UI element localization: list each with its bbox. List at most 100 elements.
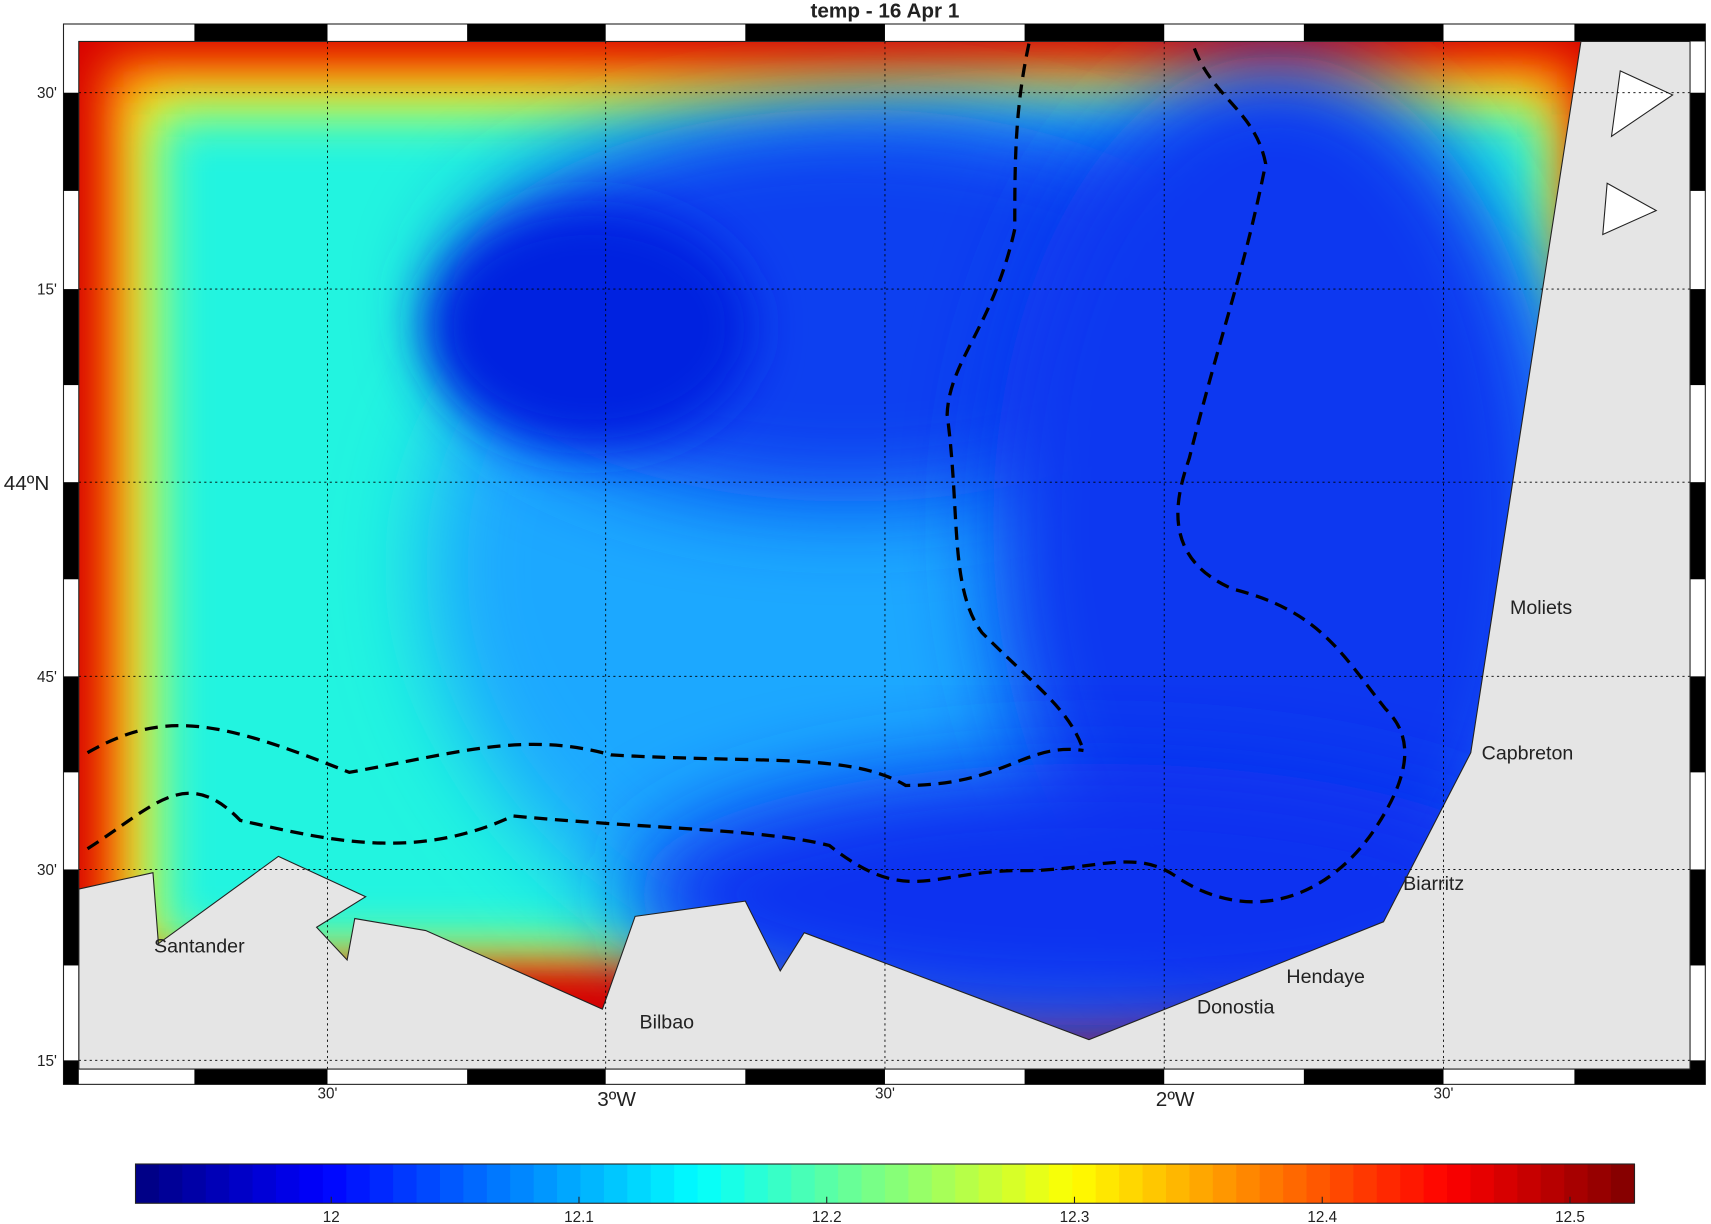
colorbar-swatch [463, 1164, 488, 1204]
colorbar-swatch [1306, 1164, 1331, 1204]
temperature-field [78, 41, 1691, 1070]
border-seg [63, 676, 79, 773]
lon-label: 2ºW [1156, 1088, 1195, 1111]
colorbar-swatch [838, 1164, 863, 1204]
colorbar-tick-label: 12.4 [1307, 1209, 1337, 1224]
colorbar-swatch [1236, 1164, 1261, 1204]
border-seg [63, 869, 79, 966]
colorbar-swatch [1540, 1164, 1565, 1204]
title: temp - 16 Apr 1 [811, 0, 960, 22]
colorbar-swatch [510, 1164, 535, 1204]
colorbar-swatch [1564, 1164, 1589, 1204]
colorbar-swatch [697, 1164, 722, 1204]
lon-label: 30' [1434, 1086, 1454, 1103]
colorbar-swatch [767, 1164, 792, 1204]
colorbar-swatch [1283, 1164, 1308, 1204]
colorbar-swatch [1189, 1164, 1214, 1204]
colorbar-swatch [1119, 1164, 1144, 1204]
colorbar-swatch [416, 1164, 441, 1204]
border-seg [63, 482, 79, 580]
colorbar-tick-label: 12 [323, 1209, 340, 1224]
border-seg [1574, 24, 1706, 42]
border-seg [63, 1060, 79, 1085]
colorbar-swatch [252, 1164, 277, 1204]
colorbar-swatch [299, 1164, 324, 1204]
place-label: Biarritz [1403, 873, 1464, 895]
border-seg [1024, 24, 1165, 42]
colorbar-swatch [1072, 1164, 1097, 1204]
colorbar-swatch [791, 1164, 816, 1204]
lon-label: 30' [875, 1086, 895, 1103]
colorbar-tick-label: 12.1 [564, 1209, 594, 1224]
colorbar-swatch [182, 1164, 207, 1204]
border-seg [467, 24, 606, 42]
border-seg [1690, 482, 1706, 580]
colorbar-swatch [486, 1164, 511, 1204]
colorbar-swatch [1212, 1164, 1237, 1204]
lon-label: 3ºW [597, 1088, 636, 1111]
graticule [78, 41, 1691, 1070]
border-seg [1690, 92, 1706, 191]
colorbar-swatch [674, 1164, 699, 1204]
colorbar-swatch [1376, 1164, 1401, 1204]
colorbar-swatch [1025, 1164, 1050, 1204]
colorbar-swatch [603, 1164, 628, 1204]
colorbar-swatch [1517, 1164, 1542, 1204]
place-label: Donostia [1197, 996, 1275, 1018]
colorbar-swatch [1002, 1164, 1027, 1204]
plot-frame [78, 40, 1691, 1070]
place-label: Hendaye [1286, 966, 1365, 988]
colorbar-swatch [650, 1164, 675, 1204]
colorbar-swatch [721, 1164, 746, 1204]
border-seg [63, 92, 79, 191]
colorbar-tick-label: 12.3 [1060, 1209, 1090, 1224]
border-seg [1574, 1069, 1706, 1085]
colorbar-swatch [884, 1164, 910, 1204]
colorbar-swatch [1142, 1164, 1167, 1204]
colorbar-swatch [1329, 1164, 1355, 1204]
border-seg [1690, 869, 1706, 966]
colorbar: 12 12.1 12.2 12.3 12.4 12.5 [134, 1163, 1636, 1224]
border-seg [1690, 1060, 1706, 1085]
border-seg [1303, 1069, 1444, 1085]
place-label: Santander [154, 935, 245, 957]
colorbar-swatch [1095, 1164, 1120, 1204]
border-seg [467, 1069, 606, 1085]
colorbar-swatch [135, 1164, 160, 1204]
place-label: Capbreton [1482, 742, 1574, 764]
colorbar-swatch [229, 1164, 254, 1204]
lat-label: 44ºN [4, 472, 50, 495]
border-seg [745, 24, 885, 42]
colorbar-swatch [627, 1164, 652, 1204]
colorbar-swatch [978, 1164, 1003, 1204]
lat-label: 30' [37, 862, 57, 879]
colorbar-swatch [931, 1164, 956, 1204]
border-seg [1690, 289, 1706, 386]
lat-label: 45' [37, 669, 57, 686]
lat-label: 15' [37, 282, 57, 299]
border-seg [745, 1069, 885, 1085]
border-seg [1024, 1069, 1165, 1085]
colorbar-swatch [1470, 1164, 1495, 1204]
colorbar-swatch [1447, 1164, 1472, 1204]
colorbar-swatch [955, 1164, 980, 1204]
colorbar-swatch [439, 1164, 465, 1204]
colorbar-swatch [1587, 1164, 1612, 1204]
lat-label: 15' [37, 1053, 57, 1070]
colorbar-tick-label: 12.5 [1555, 1209, 1585, 1224]
colorbar-swatch [1353, 1164, 1378, 1204]
colorbar-swatch [1166, 1164, 1191, 1204]
colorbar-swatch [557, 1164, 582, 1204]
colorbar-swatch [276, 1164, 301, 1204]
colorbar-swatch [533, 1164, 558, 1204]
colorbar-swatch [1423, 1164, 1448, 1204]
lat-label: 30' [37, 85, 57, 102]
place-label: Moliets [1510, 597, 1572, 619]
lon-label: 30' [318, 1086, 338, 1103]
colorbar-swatch [908, 1164, 933, 1204]
colorbar-swatch [322, 1164, 347, 1204]
colorbar-swatch [1493, 1164, 1518, 1204]
colorbar-swatch [205, 1164, 230, 1204]
colorbar-swatch [744, 1164, 769, 1204]
